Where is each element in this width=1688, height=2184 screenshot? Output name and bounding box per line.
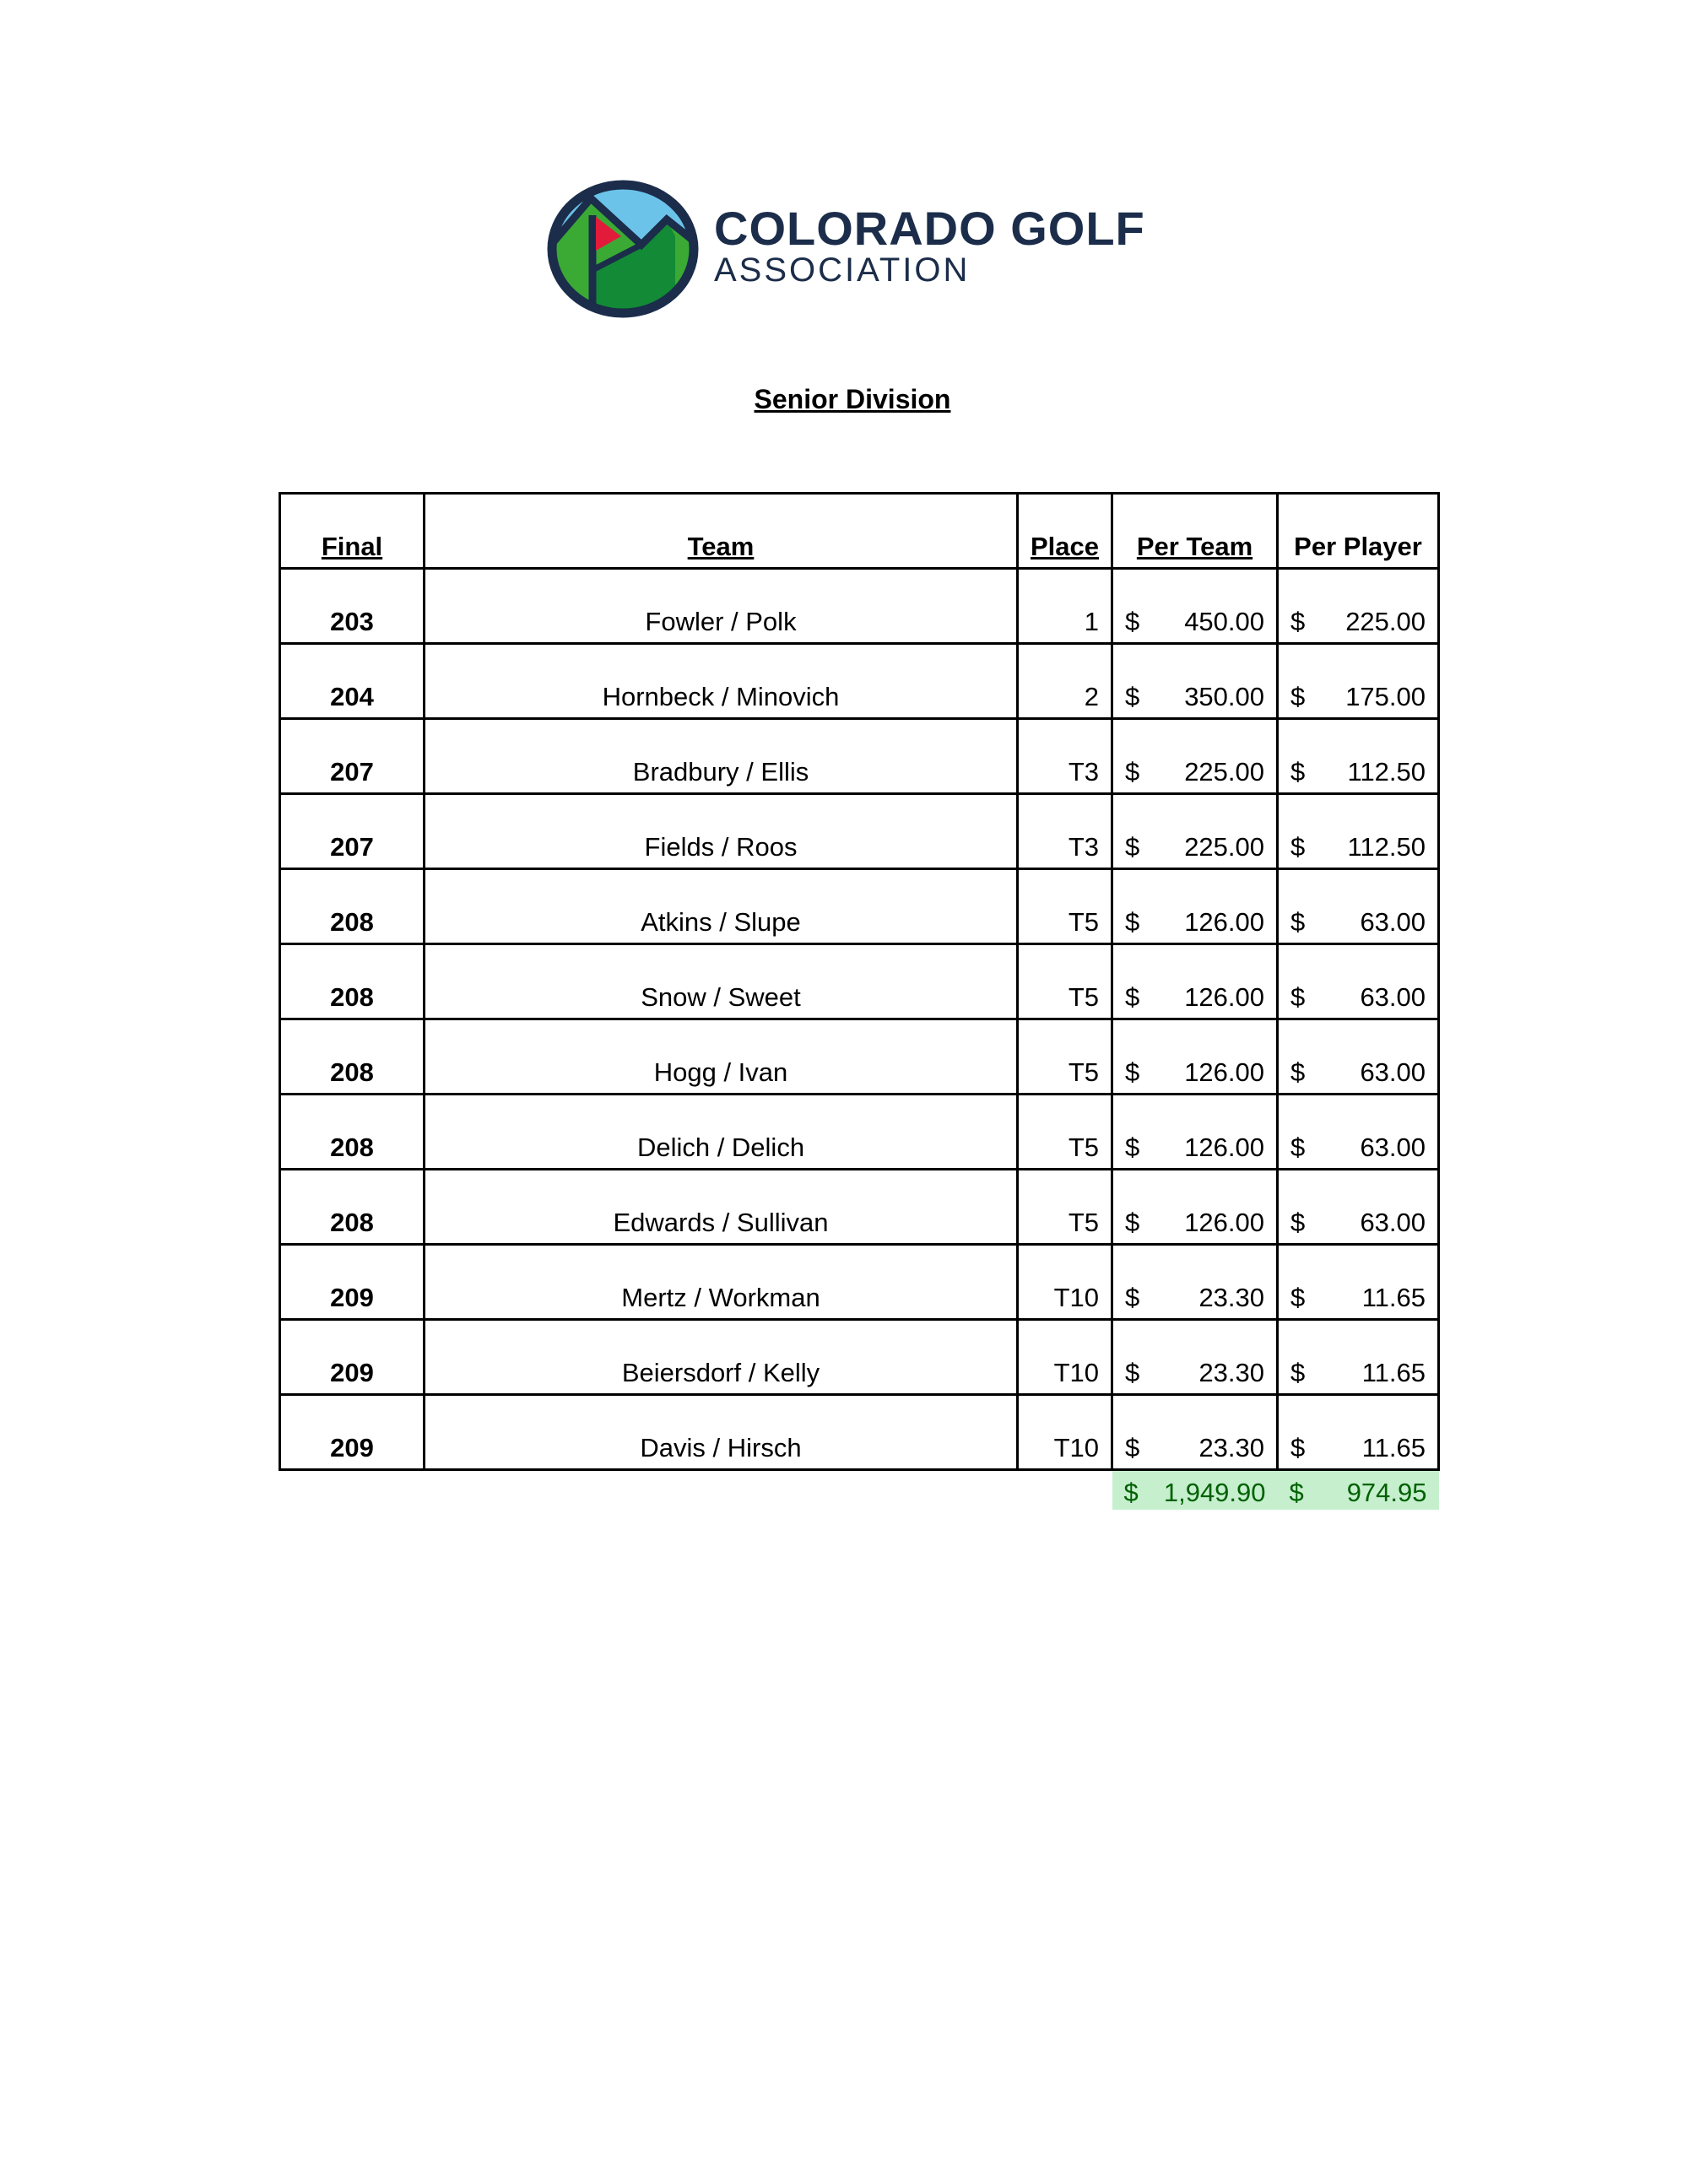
cell-per-team: $450.00 <box>1111 567 1280 645</box>
cell-place: T10 <box>1015 1318 1114 1396</box>
cell-team: Davis / Hirsch <box>423 1393 1019 1471</box>
cell-per-team: $23.30 <box>1111 1318 1280 1396</box>
cell-per-player: $112.50 <box>1276 717 1441 795</box>
table-row: 209 Beiersdorf / Kelly T10 $23.30 $11.65 <box>279 1318 1441 1396</box>
cell-per-player: $11.65 <box>1276 1393 1441 1471</box>
table-row: 209 Mertz / Workman T10 $23.30 $11.65 <box>279 1243 1441 1321</box>
cell-final: 204 <box>279 642 425 720</box>
cell-team: Beiersdorf / Kelly <box>423 1318 1019 1396</box>
cell-team: Hogg / Ivan <box>423 1018 1019 1095</box>
header-final: Final <box>279 492 425 570</box>
table-row: 208 Delich / Delich T5 $126.00 $63.00 <box>279 1093 1441 1170</box>
cell-team: Hornbeck / Minovich <box>423 642 1019 720</box>
cell-per-player: $11.65 <box>1276 1243 1441 1321</box>
totals-empty <box>1018 1470 1112 1511</box>
table-row: 208 Edwards / Sullivan T5 $126.00 $63.00 <box>279 1168 1441 1246</box>
table-row: 209 Davis / Hirsch T10 $23.30 $11.65 <box>279 1393 1441 1471</box>
cell-place: T10 <box>1015 1393 1114 1471</box>
cell-per-team: $126.00 <box>1111 1018 1280 1095</box>
cell-team: Edwards / Sullivan <box>423 1168 1019 1246</box>
table-header-row: Final Team Place Per Team Per Player <box>279 492 1441 570</box>
cell-per-player: $175.00 <box>1276 642 1441 720</box>
cell-per-player: $63.00 <box>1276 943 1441 1020</box>
cell-per-player: $225.00 <box>1276 567 1441 645</box>
cell-place: T3 <box>1015 792 1114 870</box>
cell-place: T3 <box>1015 717 1114 795</box>
header-per-team: Per Team <box>1111 492 1280 570</box>
cell-per-player: $63.00 <box>1276 1018 1441 1095</box>
cell-per-player: $63.00 <box>1276 1168 1441 1246</box>
cell-final: 208 <box>279 868 425 945</box>
cell-place: T5 <box>1015 943 1114 1020</box>
table-row: 208 Atkins / Slupe T5 $126.00 $63.00 <box>279 868 1441 945</box>
cell-final: 209 <box>279 1393 425 1471</box>
cell-final: 208 <box>279 943 425 1020</box>
cell-per-team: $225.00 <box>1111 792 1280 870</box>
cell-place: 2 <box>1015 642 1114 720</box>
cell-team: Fields / Roos <box>423 792 1019 870</box>
cell-final: 208 <box>279 1018 425 1095</box>
cell-per-team: $126.00 <box>1111 943 1280 1020</box>
table-row: 203 Fowler / Polk 1 $450.00 $225.00 <box>279 567 1441 645</box>
table-row: 208 Hogg / Ivan T5 $126.00 $63.00 <box>279 1018 1441 1095</box>
cell-per-team: $350.00 <box>1111 642 1280 720</box>
cell-place: 1 <box>1015 567 1114 645</box>
table-row: 207 Fields / Roos T3 $225.00 $112.50 <box>279 792 1441 870</box>
cell-per-team: $126.00 <box>1111 1168 1280 1246</box>
cell-per-player: $112.50 <box>1276 792 1441 870</box>
cell-place: T10 <box>1015 1243 1114 1321</box>
header-team: Team <box>423 492 1019 570</box>
totals-row: $1,949.90 $974.95 <box>280 1469 1439 1511</box>
cell-per-player: $63.00 <box>1276 868 1441 945</box>
cell-team: Bradbury / Ellis <box>423 717 1019 795</box>
logo-wordmark-line1: COLORADO GOLF <box>714 202 1145 255</box>
table-row: 207 Bradbury / Ellis T3 $225.00 $112.50 <box>279 717 1441 795</box>
cell-team: Mertz / Workman <box>423 1243 1019 1321</box>
cell-per-team: $126.00 <box>1111 868 1280 945</box>
cell-final: 207 <box>279 717 425 795</box>
cell-place: T5 <box>1015 1168 1114 1246</box>
total-per-player: $974.95 <box>1277 1469 1439 1510</box>
cell-place: T5 <box>1015 868 1114 945</box>
cell-per-team: $23.30 <box>1111 1393 1280 1471</box>
logo-wordmark-line2: ASSOCIATION <box>714 251 971 289</box>
cell-team: Delich / Delich <box>423 1093 1019 1170</box>
cell-per-player: $63.00 <box>1276 1093 1441 1170</box>
cell-final: 207 <box>279 792 425 870</box>
table-row: 208 Snow / Sweet T5 $126.00 $63.00 <box>279 943 1441 1020</box>
cell-place: T5 <box>1015 1093 1114 1170</box>
page-title: Senior Division <box>754 384 951 414</box>
cell-per-team: $225.00 <box>1111 717 1280 795</box>
results-table: Final Team Place Per Team Per Player 203… <box>279 492 1441 1511</box>
cell-team: Fowler / Polk <box>423 567 1019 645</box>
cell-team: Atkins / Slupe <box>423 868 1019 945</box>
total-per-team: $1,949.90 <box>1112 1469 1278 1510</box>
cell-final: 209 <box>279 1318 425 1396</box>
colorado-golf-association-logo <box>547 180 699 318</box>
cell-per-team: $23.30 <box>1111 1243 1280 1321</box>
cell-place: T5 <box>1015 1018 1114 1095</box>
cell-per-team: $126.00 <box>1111 1093 1280 1170</box>
cell-team: Snow / Sweet <box>423 943 1019 1020</box>
cell-final: 203 <box>279 567 425 645</box>
cell-final: 208 <box>279 1093 425 1170</box>
totals-empty <box>280 1470 425 1511</box>
totals-empty <box>425 1470 1018 1511</box>
cell-final: 209 <box>279 1243 425 1321</box>
cell-per-player: $11.65 <box>1276 1318 1441 1396</box>
header-place: Place <box>1015 492 1114 570</box>
cell-final: 208 <box>279 1168 425 1246</box>
header-per-player: Per Player <box>1276 492 1441 570</box>
table-row: 204 Hornbeck / Minovich 2 $350.00 $175.00 <box>279 642 1441 720</box>
